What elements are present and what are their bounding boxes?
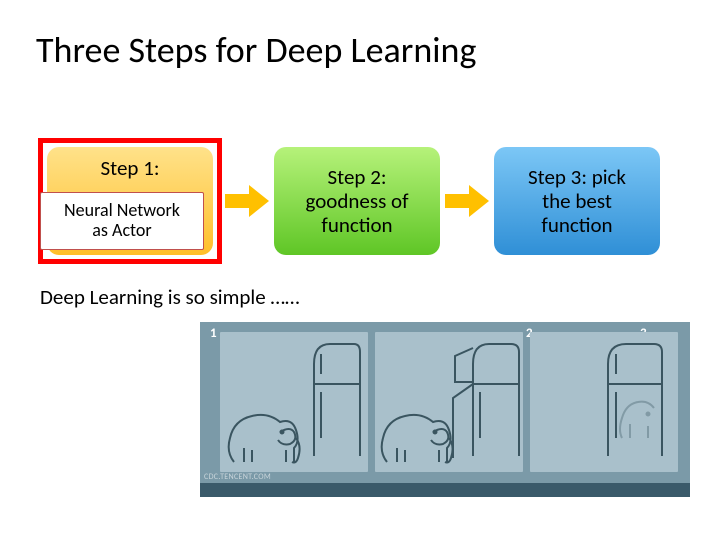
step3-line1: Step 3: pick <box>528 165 626 189</box>
panel-num-1: 1 <box>210 326 217 341</box>
elephant-icon <box>224 402 302 468</box>
comic-panel-1 <box>220 332 368 472</box>
step3-line2: the best <box>542 189 612 213</box>
step1-wrap: Step 1: Neural Network as Actor <box>40 140 220 262</box>
arrow-2 <box>444 184 490 218</box>
step2-line2: goodness of <box>305 189 408 213</box>
page-title: Three Steps for Deep Learning <box>36 28 476 72</box>
steps-row: Step 1: Neural Network as Actor Step 2: … <box>40 140 690 262</box>
comic-credit: CDC.TENCENT.COM <box>204 472 271 482</box>
step1-overlay-line2: as Actor <box>92 221 151 241</box>
caption: Deep Learning is so simple …… <box>40 284 299 310</box>
step3-box: Step 3: pick the best function <box>494 147 660 255</box>
fridge-icon <box>310 338 362 458</box>
fridge-closed-icon <box>604 338 664 458</box>
step3-line3: function <box>541 213 612 237</box>
step2-box: Step 2: goodness of function <box>274 147 440 255</box>
step2-line3: function <box>321 213 392 237</box>
arrow-1 <box>224 184 270 218</box>
comic-panel-3 <box>530 332 678 472</box>
step1-overlay: Neural Network as Actor <box>40 192 204 250</box>
elephant-icon <box>377 402 455 468</box>
fridge-open-icon <box>451 338 521 458</box>
comic-panel-2 <box>375 332 523 472</box>
step2-line1: Step 2: <box>328 165 387 189</box>
comic-strip: 1 2 3 <box>200 322 690 497</box>
